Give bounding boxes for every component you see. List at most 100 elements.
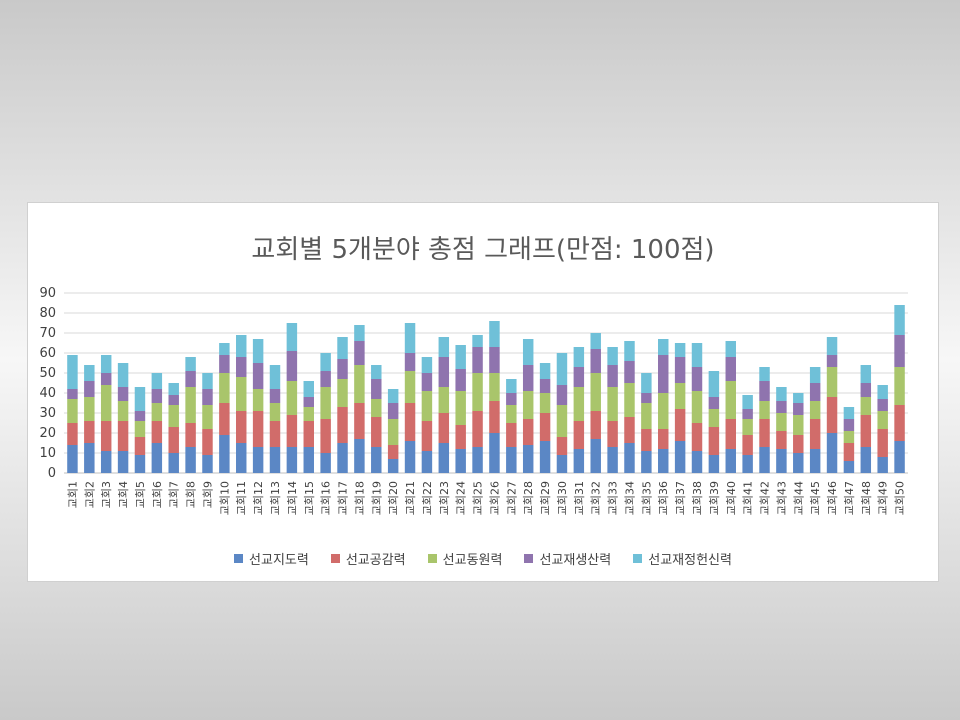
bar-segment bbox=[371, 399, 382, 417]
y-tick-label: 90 bbox=[39, 286, 56, 301]
bar-segment bbox=[624, 383, 635, 417]
bar-segment bbox=[708, 409, 720, 427]
bar-segment bbox=[472, 347, 483, 373]
x-tick-label: 교회11 bbox=[235, 481, 248, 515]
bar-segment bbox=[624, 361, 635, 383]
bar-segment bbox=[286, 381, 298, 415]
bar-segment bbox=[168, 453, 179, 473]
bar-segment bbox=[573, 387, 585, 421]
bar-segment bbox=[776, 387, 787, 401]
x-tick-label: 교회49 bbox=[877, 481, 890, 515]
legend-label: 선교재정헌신력 bbox=[648, 553, 732, 568]
bar-segment bbox=[539, 393, 551, 413]
bar-segment bbox=[776, 449, 787, 473]
bar-segment bbox=[134, 421, 146, 437]
bar-segment bbox=[303, 421, 314, 447]
bar-segment bbox=[624, 417, 635, 443]
bar-segment bbox=[489, 401, 500, 433]
bar-segment bbox=[269, 447, 281, 473]
bar-segment bbox=[539, 441, 551, 473]
bar-segment bbox=[202, 429, 213, 455]
bar-segment bbox=[489, 321, 500, 347]
x-tick-label: 교회30 bbox=[556, 481, 569, 515]
x-tick-label: 교회28 bbox=[522, 481, 535, 515]
bar-segment bbox=[860, 397, 872, 415]
bar-segment bbox=[84, 397, 95, 421]
bar-segment bbox=[354, 439, 365, 473]
bar-segment bbox=[236, 357, 247, 377]
bar-segment bbox=[607, 387, 618, 421]
bar-segment bbox=[556, 353, 568, 385]
bar-segment bbox=[691, 343, 703, 367]
bar-segment bbox=[236, 411, 247, 443]
bar-segment bbox=[826, 367, 838, 397]
bar-segment bbox=[641, 451, 652, 473]
bar-segment bbox=[303, 397, 314, 407]
bar-segment bbox=[894, 441, 905, 473]
bar-segment bbox=[320, 453, 331, 473]
bar-segment bbox=[725, 341, 736, 357]
x-tick-label: 교회7 bbox=[168, 481, 181, 508]
bar-segment bbox=[793, 453, 804, 473]
bar-segment bbox=[809, 383, 821, 401]
bar-segment bbox=[168, 383, 179, 395]
bar-segment bbox=[573, 347, 585, 367]
bar-segment bbox=[725, 381, 736, 419]
bar-segment bbox=[674, 409, 686, 441]
bar-segment bbox=[100, 355, 112, 373]
bar-segment bbox=[117, 421, 129, 451]
bar-segment bbox=[371, 417, 382, 447]
x-tick-label: 교회42 bbox=[759, 481, 772, 515]
bar-segment bbox=[354, 403, 365, 439]
bar-segment bbox=[252, 363, 264, 389]
bar-segment bbox=[404, 403, 416, 441]
bar-segment bbox=[826, 433, 838, 473]
bar-segment bbox=[202, 405, 213, 429]
legend-label: 선교동원력 bbox=[442, 553, 503, 568]
bar-segment bbox=[877, 457, 888, 473]
x-tick-label: 교회20 bbox=[387, 481, 400, 515]
bar-segment bbox=[371, 379, 382, 399]
bar-segment bbox=[759, 447, 770, 473]
bar-segment bbox=[725, 357, 736, 381]
bar-segment bbox=[117, 387, 129, 401]
bar-segment bbox=[556, 455, 568, 473]
bar-segment bbox=[809, 419, 821, 449]
x-tick-label: 교회34 bbox=[623, 481, 636, 515]
bar-segment bbox=[472, 335, 483, 347]
bar-segment bbox=[185, 371, 196, 387]
bar-segment bbox=[590, 333, 601, 349]
bar-segment bbox=[860, 447, 872, 473]
bar-segment bbox=[894, 405, 905, 441]
x-tick-label: 교회1 bbox=[66, 481, 79, 508]
bar-segment bbox=[793, 393, 804, 403]
x-tick-label: 교회31 bbox=[573, 481, 586, 515]
chart-panel: 교회별 5개분야 총점 그래프(만점: 100점) 0 10 20 30 40 50 60 7… bbox=[27, 202, 939, 582]
stacked-bar-chart: 0 10 20 30 40 50 60 70 80 90 교회1 교회2 교회3 교회4 교회5 교회6 교회7… bbox=[39, 286, 908, 515]
bar-segment bbox=[252, 389, 264, 411]
y-tick-label: 40 bbox=[39, 386, 56, 401]
bar-segment bbox=[539, 379, 551, 393]
bar-segment bbox=[134, 411, 146, 421]
bar-segment bbox=[404, 441, 416, 473]
bar-segment bbox=[573, 421, 585, 449]
bar-segment bbox=[843, 443, 855, 461]
y-tick-label: 80 bbox=[39, 306, 56, 321]
bar-segment bbox=[117, 401, 129, 421]
x-tick-label: 교회16 bbox=[320, 481, 333, 515]
x-tick-label: 교회18 bbox=[353, 481, 366, 515]
bar-segment bbox=[472, 411, 483, 447]
bar-segment bbox=[522, 445, 534, 473]
bar-segment bbox=[658, 355, 669, 393]
bar-segment bbox=[877, 399, 888, 411]
x-tick-label: 교회36 bbox=[657, 481, 670, 515]
x-tick-label: 교회32 bbox=[590, 481, 603, 515]
bar-segment bbox=[674, 343, 686, 357]
bar-segment bbox=[725, 419, 736, 449]
bar-segment bbox=[337, 359, 348, 379]
bar-segment bbox=[337, 337, 348, 359]
chart-legend: 선교지도력 선교공감력 선교동원력 선교재생산력 선교재정헌신력 bbox=[28, 549, 938, 568]
bar-segment bbox=[489, 347, 500, 373]
x-tick-label: 교회17 bbox=[337, 481, 350, 515]
bar-segment bbox=[708, 427, 720, 455]
